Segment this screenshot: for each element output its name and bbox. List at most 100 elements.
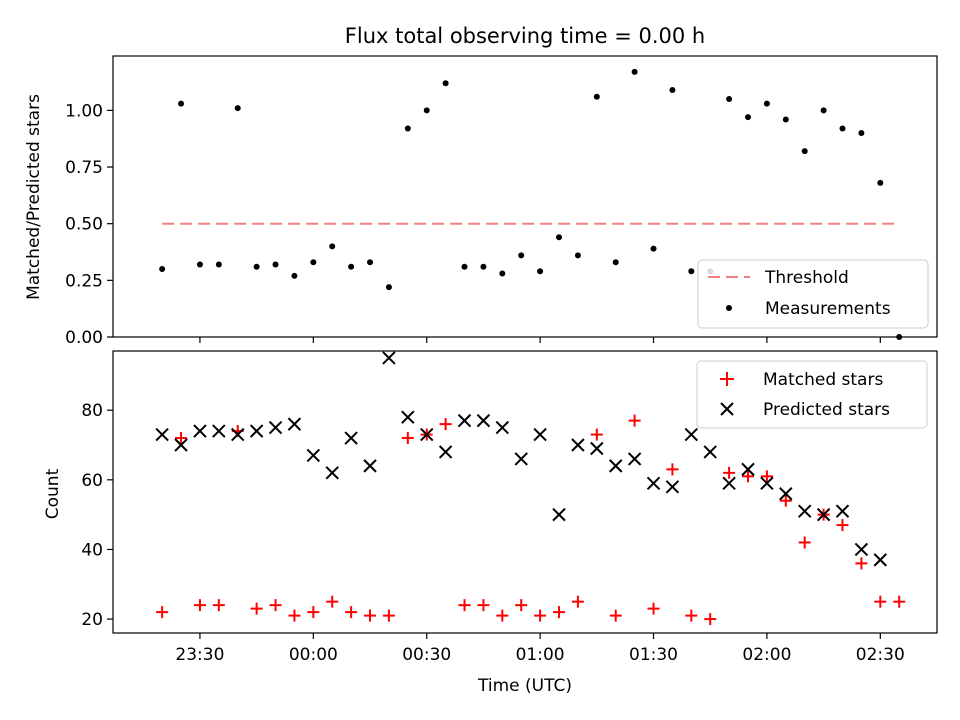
matched-star-point — [836, 519, 849, 532]
legend-predicted-swatch — [720, 402, 734, 416]
matched-star-point — [647, 602, 660, 615]
measurement-point — [839, 125, 846, 132]
count-legend: Matched stars Predicted stars — [696, 360, 928, 429]
matched-star-point — [534, 609, 547, 622]
matched-star-point — [212, 599, 225, 612]
legend-matched-label: Matched stars — [763, 370, 883, 390]
x-axis-label: Time (UTC) — [477, 676, 572, 696]
legend-predicted-label: Predicted stars — [763, 400, 890, 420]
matched-star-point — [345, 606, 358, 619]
count-y-tick-label: 60 — [81, 471, 103, 491]
matched-star-point — [401, 432, 414, 445]
measurement-point — [669, 86, 676, 93]
matched-star-point — [666, 463, 679, 476]
legend-threshold-label: Threshold — [764, 268, 849, 288]
measurement-point — [858, 130, 865, 137]
predicted-star-point — [325, 466, 339, 480]
measurement-point — [404, 125, 411, 132]
ratio-y-tick-label: 1.00 — [65, 101, 103, 121]
x-tick-label: 23:30 — [175, 645, 224, 665]
predicted-star-point — [797, 504, 812, 518]
matched-star-point — [779, 494, 792, 507]
matched-star-point — [855, 557, 868, 570]
predicted-star-point — [249, 424, 264, 438]
ratio-y-tick-label: 0.00 — [65, 328, 103, 348]
predicted-star-point — [854, 542, 869, 557]
matched-star-point — [723, 466, 736, 479]
measurement-point — [574, 252, 581, 259]
x-tick-label: 01:30 — [629, 645, 678, 665]
matched-star-point — [893, 595, 906, 608]
measurement-point — [461, 263, 468, 270]
ratio-legend: Threshold Measurements — [697, 259, 929, 329]
measurement-point — [310, 259, 317, 266]
count-y-tick-label: 80 — [81, 401, 103, 421]
predicted-star-point — [646, 476, 661, 491]
measurement-point — [499, 270, 506, 277]
predicted-star-point — [174, 438, 188, 452]
x-tick-label: 01:00 — [516, 645, 565, 665]
matched-star-point — [382, 609, 395, 622]
predicted-star-point — [741, 462, 755, 477]
measurement-point — [253, 263, 260, 270]
measurement-point — [593, 93, 600, 100]
matched-star-point — [760, 470, 773, 483]
measurement-point — [877, 179, 884, 186]
ratio-y-axis-label: Matched/Predicted stars — [24, 94, 44, 300]
matched-star-point — [269, 599, 282, 612]
matched-star-point — [307, 606, 320, 619]
predicted-star-point — [363, 459, 377, 473]
measurement-point — [367, 259, 374, 266]
measurement-point — [329, 243, 336, 250]
predicted-star-point — [816, 507, 831, 522]
measurement-point — [763, 100, 770, 107]
ratio-plot-frame — [112, 55, 938, 338]
matched-star-point — [326, 595, 339, 608]
matched-star-point — [175, 432, 188, 445]
x-tick-label: 00:30 — [402, 645, 451, 665]
legend-measurements-swatch — [726, 305, 732, 311]
measurement-point — [820, 107, 827, 114]
predicted-star-point — [306, 448, 321, 463]
ratio-y-tick-label: 0.75 — [65, 158, 103, 178]
measurement-point — [272, 261, 279, 268]
matched-star-point — [685, 609, 698, 622]
count-y-axis-label: Count — [43, 468, 63, 519]
ratio-y-tick-label: 0.50 — [65, 215, 103, 235]
predicted-star-point — [344, 431, 358, 445]
count-plot-frame — [112, 350, 938, 634]
predicted-star-point — [212, 424, 226, 438]
ratio-panel: Matched/Predicted stars 0.00 0.25 0.50 0.75… — [24, 55, 938, 348]
measurement-point — [745, 114, 752, 121]
legend-matched-swatch — [720, 372, 734, 386]
matched-star-point — [590, 428, 603, 441]
legend-measurements-label: Measurements — [765, 299, 891, 319]
matched-star-point — [609, 609, 622, 622]
predicted-star-point — [665, 480, 680, 494]
predicted-star-point — [420, 427, 434, 442]
predicted-star-point — [476, 413, 491, 428]
predicted-star-point — [287, 417, 302, 431]
measurement-point — [442, 80, 449, 87]
predicted-star-point — [590, 441, 604, 456]
chart-title: Flux total observing time = 0.00 h — [345, 24, 705, 48]
predicted-star-point — [552, 507, 566, 522]
predicted-star-point — [231, 427, 245, 442]
predicted-star-point — [401, 410, 415, 424]
measurement-point — [631, 68, 638, 75]
count-panel: Count 20 40 60 80 23:30 00:00 00:30 01:00 01:30 0… — [43, 350, 938, 696]
measurement-point — [726, 96, 733, 103]
predicted-star-point — [382, 351, 396, 365]
predicted-star-point — [684, 427, 699, 442]
matched-star-point — [193, 599, 206, 612]
measurement-point — [234, 105, 241, 112]
measurement-point — [480, 263, 487, 270]
predicted-star-point — [457, 413, 472, 428]
measurement-point — [612, 259, 619, 266]
matched-star-point — [515, 599, 528, 612]
measurement-point — [537, 268, 544, 275]
predicted-star-point — [155, 427, 169, 442]
count-y-tick-label: 40 — [81, 540, 103, 560]
measurement-point — [801, 148, 808, 155]
